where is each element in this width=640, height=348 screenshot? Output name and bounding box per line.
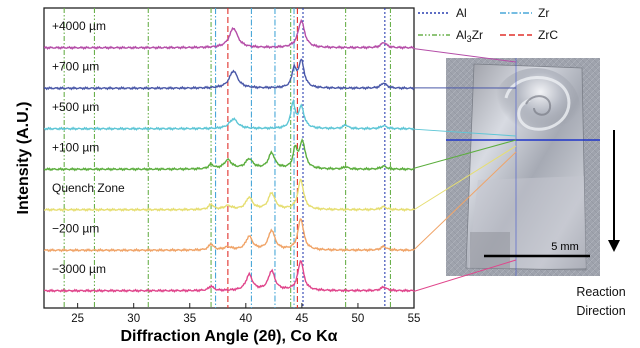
trace-label-6: −3000 µm [52, 262, 106, 276]
reference-lines [63, 8, 392, 308]
trace-5 [44, 218, 414, 253]
sample-photo: 5 mm [446, 58, 600, 276]
trace-1 [44, 58, 414, 91]
trace-2 [44, 98, 414, 131]
trace-3 [44, 137, 414, 172]
trace-0 [44, 18, 414, 51]
xrd-traces [44, 18, 414, 293]
connector-0 [413, 48, 517, 63]
reaction-direction-label-2: Direction [576, 304, 625, 318]
x-tick-label-2: 35 [183, 313, 196, 325]
trace-label-1: +700 µm [52, 60, 99, 74]
legend-label-al: Al [456, 6, 467, 20]
swirl-ring [504, 76, 571, 131]
legend-label-zr: Zr [538, 6, 549, 20]
scale-bar-label: 5 mm [551, 241, 579, 253]
x-axis-ticks: 25 30 35 40 45 50 55 [71, 303, 420, 325]
x-tick-label-6: 55 [408, 313, 421, 325]
plot-area [43, 7, 415, 309]
arrow-head [608, 240, 620, 252]
reaction-direction-arrow [608, 130, 620, 252]
legend: Al Zr Al3Zr ZrC [418, 6, 558, 44]
trace-label-5: −200 µm [52, 222, 99, 236]
connector-6 [413, 259, 517, 292]
trace-label-2: +500 µm [52, 100, 99, 114]
connector-4 [413, 145, 517, 211]
x-axis-title: Diffraction Angle (2θ), Co Kα [121, 328, 338, 345]
reaction-swirl [492, 68, 580, 148]
x-tick-label-1: 30 [127, 313, 140, 325]
x-tick-label-5: 50 [352, 313, 365, 325]
x-tick-label-4: 45 [295, 313, 308, 325]
legend-al3zr-base: Al [456, 28, 467, 42]
trace-4 [44, 178, 414, 213]
trace-to-photo-connectors [413, 48, 517, 292]
legend-al3zr-subscript: 3 [467, 34, 472, 44]
trace-label-3: +100 µm [52, 141, 99, 155]
plate-dark-edge [470, 232, 510, 268]
connector-2 [413, 128, 517, 137]
trace-label-4: Quench Zone [52, 181, 125, 195]
reaction-direction-label-1: Reaction [576, 285, 625, 299]
trace-label-0: +4000 µm [52, 19, 106, 33]
trace-6 [44, 259, 414, 293]
trace-labels: +4000 µm +700 µm +500 µm +100 µm Quench Zone… [52, 19, 125, 276]
x-tick-label-0: 25 [71, 313, 84, 325]
connector-3 [413, 139, 517, 169]
legend-al3zr-rest: Zr [472, 28, 483, 42]
y-axis-title: Intensity (A.U.) [15, 102, 32, 215]
legend-label-zrc: ZrC [538, 28, 558, 42]
swirl-ring-inner [525, 95, 552, 116]
x-tick-label-3: 40 [239, 313, 252, 325]
legend-label-al3zr: Al3Zr [456, 28, 483, 44]
connector-5 [413, 151, 517, 251]
